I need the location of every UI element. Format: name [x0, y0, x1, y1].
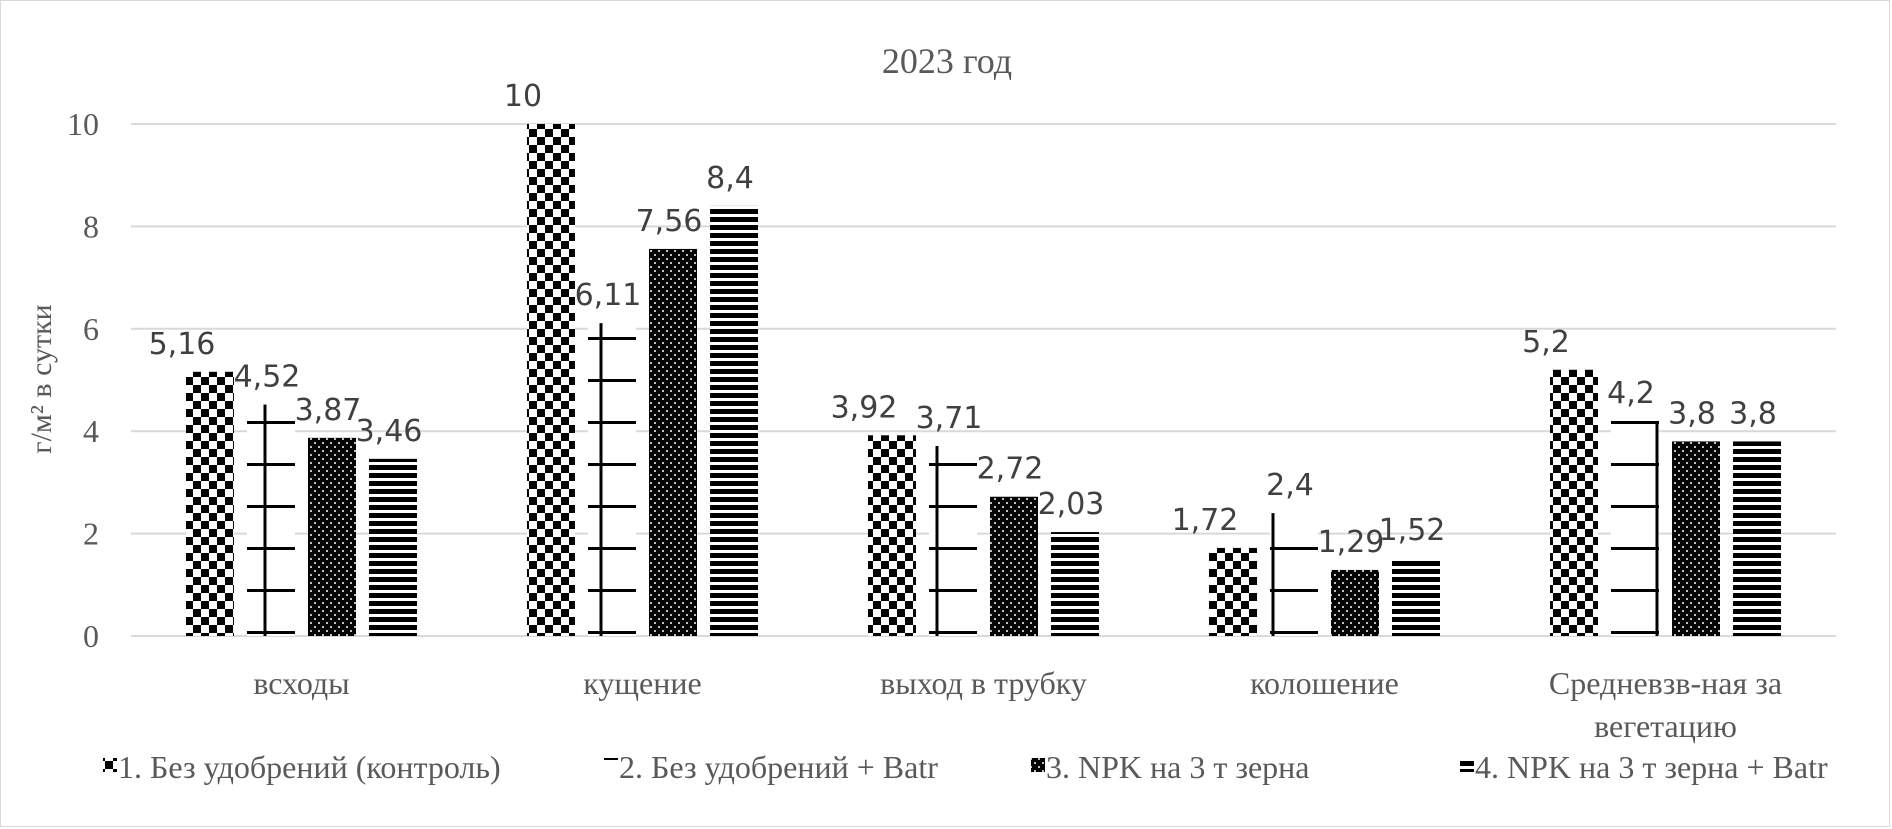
- x-category-label: колошение: [1250, 665, 1399, 701]
- data-label: 2,72: [977, 452, 1044, 487]
- data-label: 3,87: [295, 393, 362, 428]
- bar-series-3: [1331, 569, 1379, 636]
- bar-series-2: [929, 446, 977, 636]
- data-label: 3,8: [1729, 396, 1777, 431]
- legend-entry: 4. NPK на 3 т зерна + Batr: [1475, 749, 1828, 785]
- legend-entry: 1. Без удобрений (контроль): [118, 749, 501, 785]
- bar-series-3: [649, 248, 697, 637]
- bar-series-1: [1209, 547, 1257, 636]
- chart-title: 2023 год: [882, 41, 1012, 81]
- data-labels: 5,16 4,523,873,46 10 6,11 7,568,4 3,92 3,71 2,7…: [149, 79, 1777, 560]
- y-tick-label: 4: [83, 413, 99, 449]
- data-label: 10: [504, 79, 542, 114]
- x-category-label: Средневзв-ная за: [1549, 665, 1782, 701]
- data-label: 2,03: [1038, 487, 1105, 522]
- legend: 1. Без удобрений (контроль) 2. Без удобре…: [103, 749, 1828, 785]
- y-tick-label: 2: [83, 516, 99, 552]
- bar-series-4: [1392, 558, 1440, 636]
- data-label: 6,11: [575, 278, 642, 313]
- x-category-label: вегетацию: [1594, 708, 1737, 744]
- x-category-label: всходы: [253, 665, 349, 701]
- y-tick-label: 6: [83, 311, 99, 347]
- legend-entry: 2. Без удобрений + Batr: [619, 749, 938, 785]
- bar-series-2: [247, 404, 295, 636]
- bar-series-3: [1672, 441, 1720, 636]
- data-label: 3,46: [356, 414, 423, 449]
- bar-series-3: [308, 437, 356, 636]
- bar-series-2: [1611, 420, 1659, 636]
- bar-series-1: [1550, 369, 1598, 636]
- x-category-label: выход в трубку: [880, 665, 1087, 701]
- legend-swatch-series-2: [604, 758, 618, 772]
- bars: [186, 124, 1781, 637]
- data-label: 1,29: [1318, 525, 1385, 560]
- data-label: 1,52: [1379, 513, 1446, 548]
- data-label: 8,4: [706, 161, 754, 196]
- y-tick-label: 10: [67, 106, 99, 142]
- bar-series-2: [1270, 513, 1318, 636]
- y-axis-label: г/м² в сутки: [25, 304, 58, 453]
- legend-swatch-series-4: [1460, 758, 1474, 772]
- y-axis-ticks: 0 2 4 6 8 10: [67, 106, 99, 654]
- data-label: 3,71: [916, 401, 983, 436]
- legend-swatch-series-1: [103, 758, 117, 772]
- data-label: 5,16: [149, 327, 216, 362]
- data-label: 3,8: [1668, 396, 1716, 431]
- bar-series-2: [588, 323, 636, 636]
- data-label: 7,56: [636, 204, 703, 239]
- legend-swatch-series-3: [1031, 758, 1045, 772]
- bar-series-4: [710, 205, 758, 637]
- data-label: 5,2: [1522, 325, 1570, 360]
- y-tick-label: 0: [83, 618, 99, 654]
- bar-series-4: [1733, 441, 1781, 636]
- legend-entry: 3. NPK на 3 т зерна: [1046, 749, 1310, 785]
- bar-series-3: [990, 496, 1038, 636]
- bar-series-4: [1051, 532, 1099, 636]
- data-label: 4,2: [1607, 376, 1655, 411]
- bar-series-1: [527, 124, 575, 636]
- bar-series-1: [868, 435, 916, 636]
- x-category-label: кущение: [583, 665, 701, 701]
- y-tick-label: 8: [83, 208, 99, 244]
- x-axis-categories: всходы кущение выход в трубку колошение Сред…: [253, 665, 1782, 744]
- bar-series-1: [186, 371, 234, 636]
- data-label: 2,4: [1266, 468, 1314, 503]
- data-label: 3,92: [831, 390, 898, 425]
- data-label: 4,52: [234, 360, 301, 395]
- bar-series-4: [369, 458, 417, 636]
- data-label: 1,72: [1172, 503, 1239, 538]
